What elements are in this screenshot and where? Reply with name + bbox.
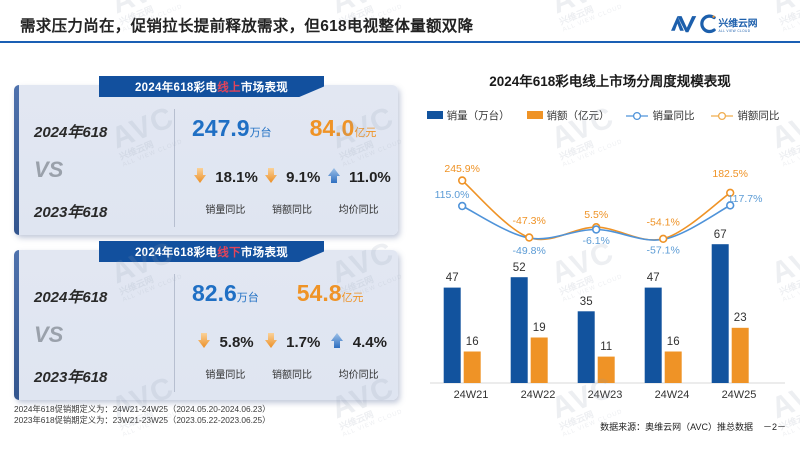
svg-text:245.9%: 245.9% bbox=[444, 163, 480, 175]
svg-text:182.5%: 182.5% bbox=[712, 168, 748, 180]
svg-text:16: 16 bbox=[466, 336, 479, 348]
svg-text:117.7%: 117.7% bbox=[728, 193, 763, 205]
svg-text:24W24: 24W24 bbox=[655, 389, 690, 400]
svg-text:67: 67 bbox=[714, 229, 727, 241]
svg-text:16: 16 bbox=[667, 336, 680, 348]
svg-text:24W23: 24W23 bbox=[588, 389, 623, 400]
svg-text:兴维云网: 兴维云网 bbox=[718, 17, 757, 30]
svg-text:35: 35 bbox=[580, 296, 593, 308]
svg-text:24W25: 24W25 bbox=[722, 389, 757, 400]
svg-text:47: 47 bbox=[446, 272, 459, 284]
svg-text:-6.1%: -6.1% bbox=[582, 235, 609, 247]
svg-text:23: 23 bbox=[734, 312, 747, 324]
svg-text:-47.3%: -47.3% bbox=[513, 215, 546, 227]
svg-text:ALL VIEW CLOUD: ALL VIEW CLOUD bbox=[718, 29, 750, 33]
svg-text:24W22: 24W22 bbox=[521, 389, 556, 400]
svg-text:-49.8%: -49.8% bbox=[513, 245, 546, 257]
svg-text:24W21: 24W21 bbox=[454, 389, 489, 400]
svg-text:19: 19 bbox=[533, 322, 546, 334]
svg-text:5.5%: 5.5% bbox=[584, 209, 608, 221]
svg-text:-57.1%: -57.1% bbox=[647, 245, 680, 257]
svg-text:11: 11 bbox=[600, 341, 612, 353]
svg-text:115.0%: 115.0% bbox=[435, 189, 470, 201]
svg-text:52: 52 bbox=[513, 262, 526, 274]
svg-text:47: 47 bbox=[647, 272, 660, 284]
svg-text:-54.1%: -54.1% bbox=[647, 217, 680, 229]
